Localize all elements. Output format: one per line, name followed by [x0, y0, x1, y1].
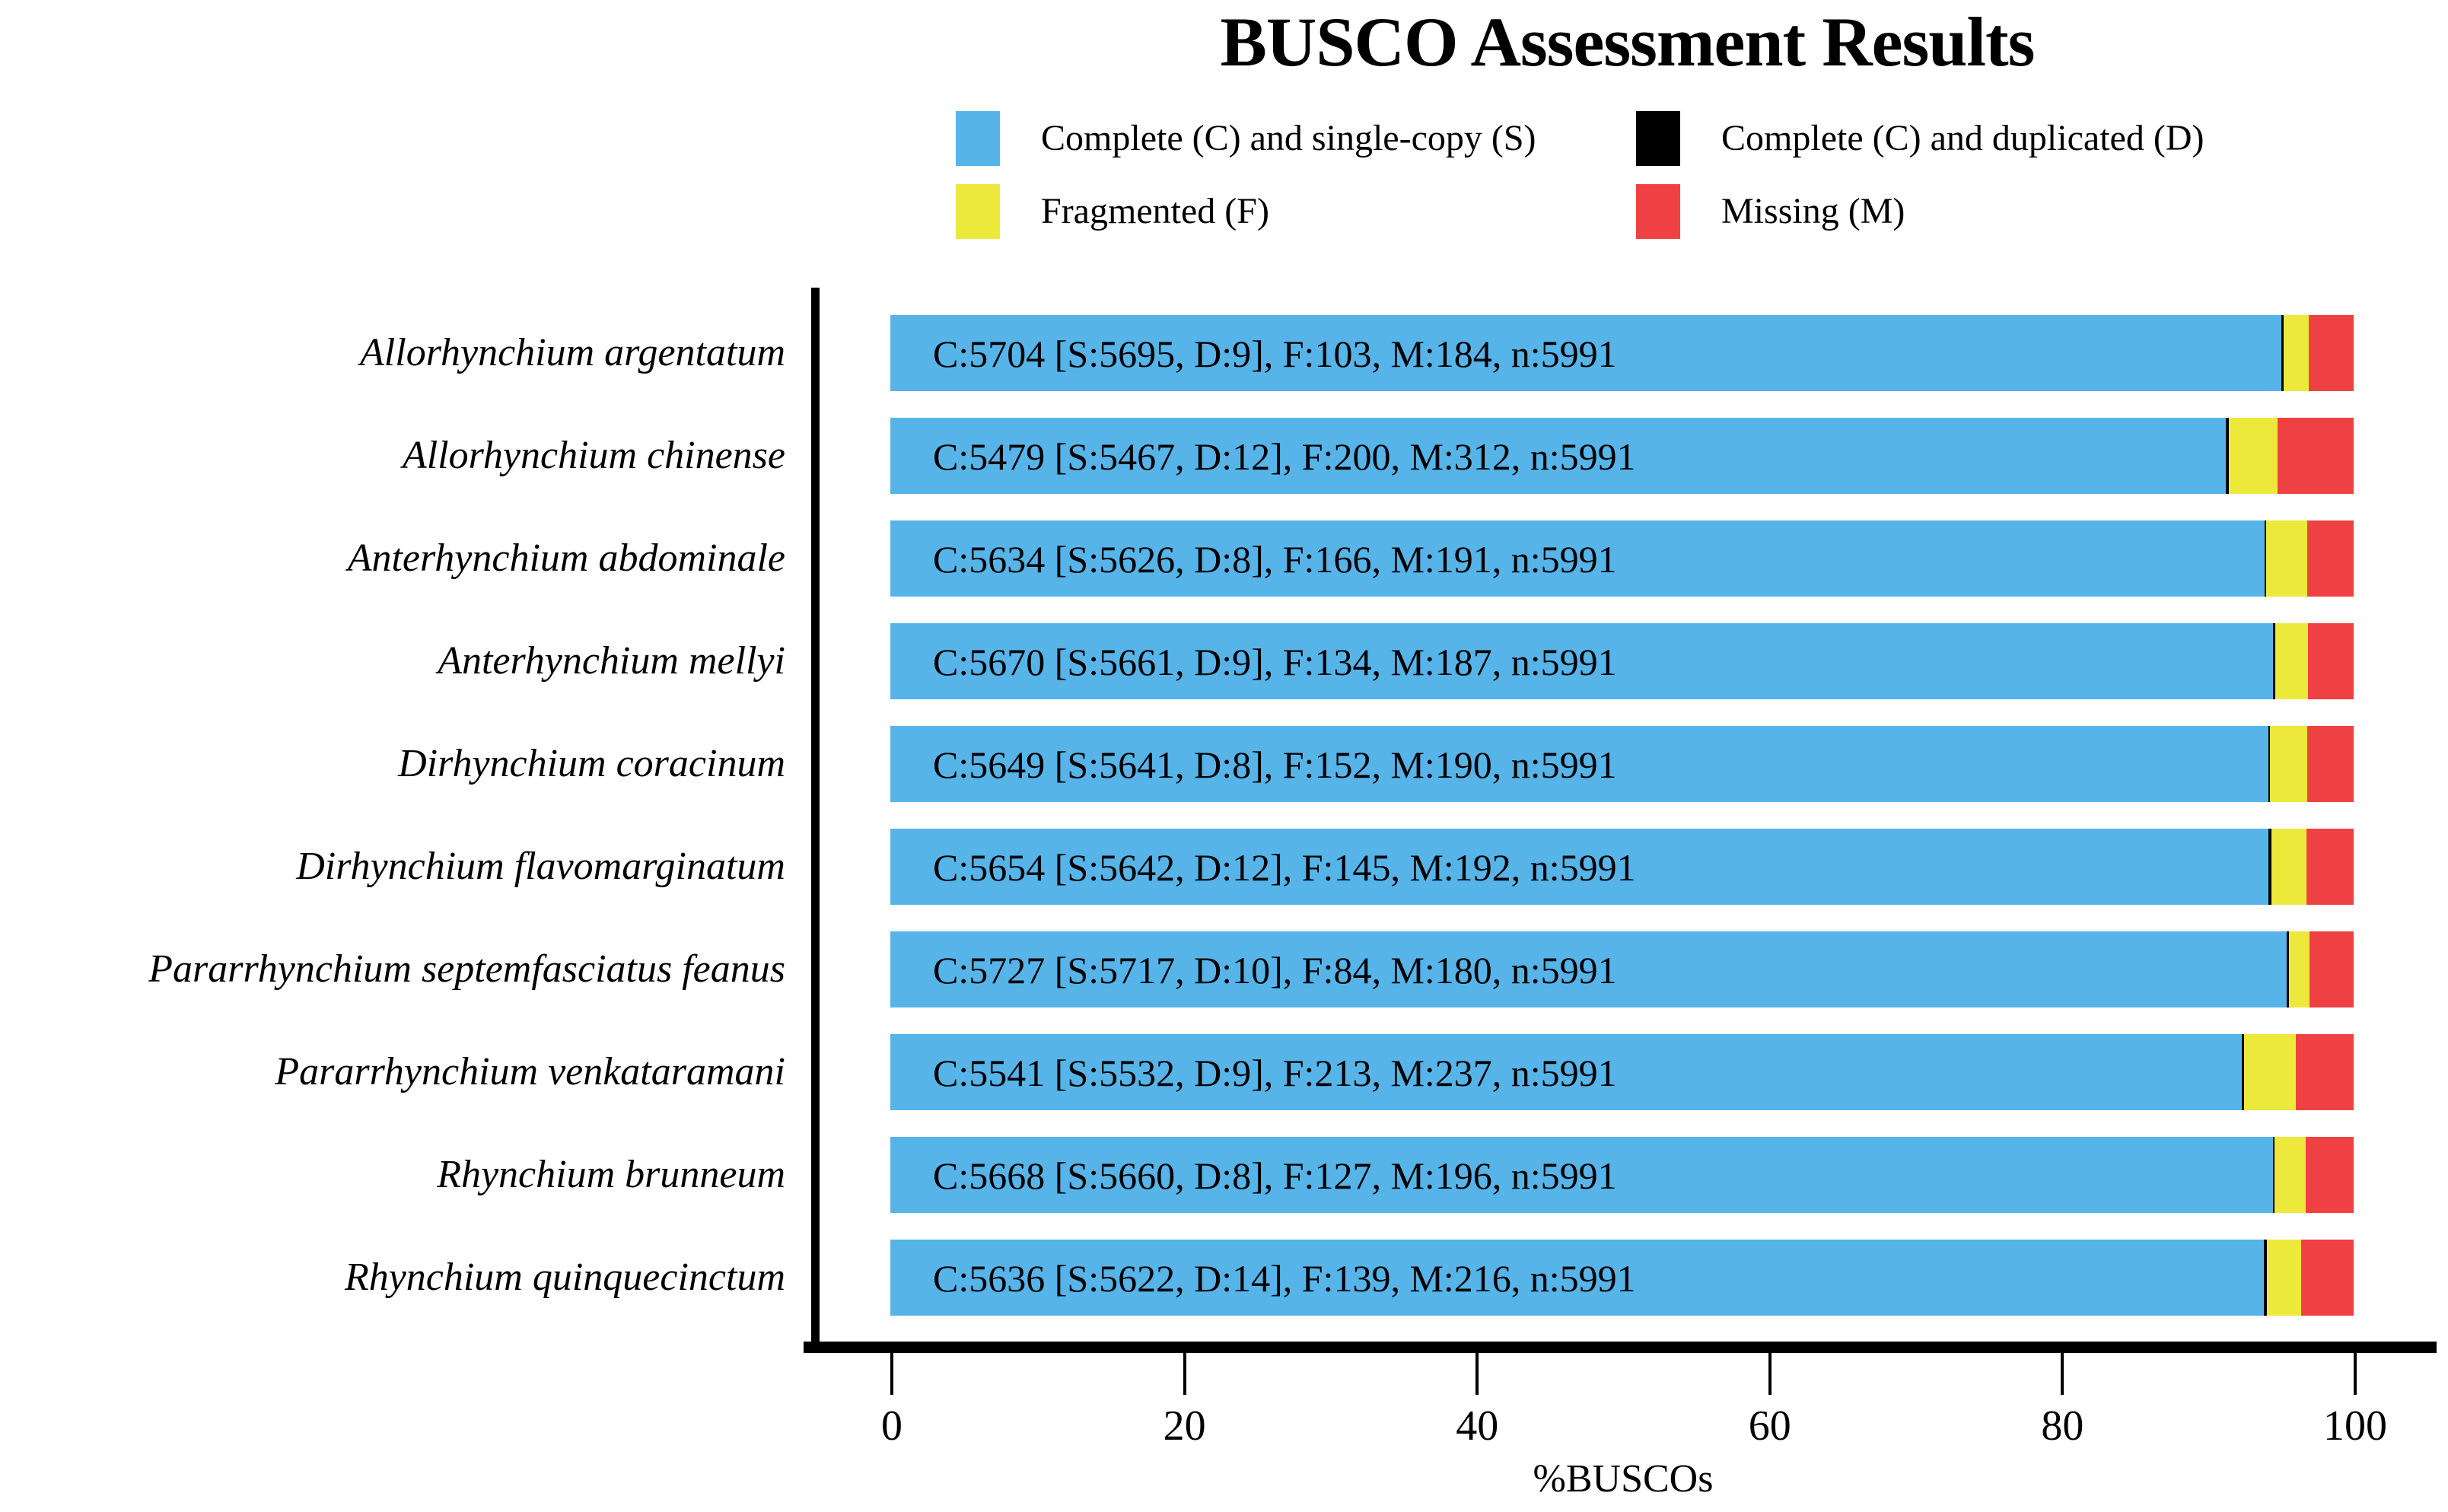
segment-complete-single	[890, 1137, 2273, 1213]
segment-fragmented	[2266, 520, 2307, 597]
x-tick-label: 80	[2041, 1402, 2084, 1450]
bar-row: C:5636 [S:5622, D:14], F:139, M:216, n:5…	[890, 1240, 2354, 1316]
segment-fragmented	[2270, 726, 2307, 802]
segment-fragmented	[2275, 1137, 2306, 1213]
x-tick	[890, 1353, 893, 1395]
bar-value-label: C:5668 [S:5660, D:8], F:127, M:196, n:59…	[933, 1154, 1617, 1197]
segment-missing	[2306, 1137, 2354, 1213]
bar-row: C:5649 [S:5641, D:8], F:152, M:190, n:59…	[890, 726, 2354, 802]
segment-missing	[2277, 418, 2354, 494]
segment-fragmented	[2243, 1034, 2296, 1110]
chart-title: BUSCO Assessment Results	[1220, 3, 2036, 81]
segment-fragmented	[2275, 623, 2308, 699]
segment-fragmented	[2228, 418, 2278, 494]
bar-value-label: C:5654 [S:5642, D:12], F:145, M:192, n:5…	[933, 846, 1636, 889]
x-axis-title: %BUSCOs	[1533, 1457, 1714, 1501]
y-axis-spine	[811, 288, 820, 1353]
species-label: Dirhynchium flavomarginatum	[296, 845, 785, 888]
bar-row: C:5479 [S:5467, D:12], F:200, M:312, n:5…	[890, 418, 2354, 494]
x-tick-label: 100	[2323, 1402, 2387, 1450]
segment-fragmented	[2271, 829, 2307, 905]
segment-complete-single	[890, 829, 2268, 905]
x-tick-label: 0	[881, 1402, 902, 1450]
segment-complete-duplicated	[2225, 418, 2230, 494]
bar-value-label: C:5727 [S:5717, D:10], F:84, M:180, n:59…	[933, 949, 1617, 992]
segment-fragmented	[2289, 931, 2310, 1007]
bar-row: C:5704 [S:5695, D:9], F:103, M:184, n:59…	[890, 315, 2354, 391]
legend-label: Fragmented (F)	[1041, 191, 1269, 231]
x-tick	[2354, 1353, 2357, 1395]
x-tick	[1475, 1353, 1479, 1395]
bar-value-label: C:5670 [S:5661, D:9], F:134, M:187, n:59…	[933, 641, 1617, 683]
segment-missing	[2295, 1034, 2354, 1110]
segment-missing	[2306, 520, 2354, 597]
bar-row: C:5634 [S:5626, D:8], F:166, M:191, n:59…	[890, 520, 2354, 597]
segment-complete-single	[890, 1240, 2264, 1316]
bar-row: C:5541 [S:5532, D:9], F:213, M:237, n:59…	[890, 1034, 2354, 1110]
x-axis-line	[804, 1342, 2437, 1353]
legend-swatch-missing	[1636, 184, 1680, 239]
bar-row: C:5668 [S:5660, D:8], F:127, M:196, n:59…	[890, 1137, 2354, 1213]
species-label: Dirhynchium coracinum	[398, 742, 785, 785]
species-label: Anterhynchium mellyi	[438, 639, 785, 683]
bar-value-label: C:5479 [S:5467, D:12], F:200, M:312, n:5…	[933, 435, 1636, 478]
species-label: Anterhynchium abdominale	[347, 536, 785, 580]
segment-complete-duplicated	[2268, 829, 2273, 905]
legend-label: Missing (M)	[1721, 191, 1905, 231]
bar-value-label: C:5634 [S:5626, D:8], F:166, M:191, n:59…	[933, 538, 1617, 581]
segment-complete-single	[890, 418, 2226, 494]
x-tick-label: 40	[1456, 1402, 1499, 1450]
segment-complete-single	[890, 315, 2281, 391]
segment-complete-duplicated	[2287, 931, 2292, 1007]
segment-complete-single	[890, 1034, 2242, 1110]
segment-missing	[2307, 726, 2354, 802]
x-tick-label: 60	[1748, 1402, 1791, 1450]
segment-complete-single	[890, 726, 2268, 802]
segment-fragmented	[2283, 315, 2309, 391]
x-tick-label: 20	[1163, 1402, 1206, 1450]
species-label: Pararrhynchium septemfasciatus feanus	[148, 947, 785, 991]
bar-row: C:5670 [S:5661, D:9], F:134, M:187, n:59…	[890, 623, 2354, 699]
bar-value-label: C:5649 [S:5641, D:8], F:152, M:190, n:59…	[933, 743, 1617, 786]
segment-missing	[2308, 315, 2354, 391]
bar-value-label: C:5541 [S:5532, D:9], F:213, M:237, n:59…	[933, 1052, 1617, 1094]
segment-missing	[2306, 829, 2354, 905]
bar-row: C:5727 [S:5717, D:10], F:84, M:180, n:59…	[890, 931, 2354, 1007]
legend-swatch-fragmented	[956, 184, 1000, 239]
segment-missing	[2300, 1240, 2354, 1316]
segment-missing	[2310, 931, 2354, 1007]
segment-complete-duplicated	[2263, 1240, 2268, 1316]
x-tick	[1183, 1353, 1186, 1395]
legend-swatch-complete_single	[956, 111, 1000, 166]
segment-complete-single	[890, 520, 2265, 597]
segment-complete-single	[890, 623, 2274, 699]
bar-value-label: C:5704 [S:5695, D:9], F:103, M:184, n:59…	[933, 333, 1617, 375]
species-label: Pararrhynchium venkataramani	[275, 1050, 785, 1093]
x-tick	[1768, 1353, 1772, 1395]
segment-fragmented	[2267, 1240, 2301, 1316]
x-tick	[2061, 1353, 2064, 1395]
segment-missing	[2307, 623, 2354, 699]
species-label: Allorhynchium chinense	[402, 434, 785, 477]
legend-swatch-complete_duplicated	[1636, 111, 1680, 166]
species-label: Rhynchium brunneum	[437, 1153, 785, 1196]
bar-value-label: C:5636 [S:5622, D:14], F:139, M:216, n:5…	[933, 1257, 1636, 1300]
legend-label: Complete (C) and single-copy (S)	[1041, 118, 1536, 158]
bar-row: C:5654 [S:5642, D:12], F:145, M:192, n:5…	[890, 829, 2354, 905]
species-label: Rhynchium quinquecinctum	[344, 1256, 785, 1299]
segment-complete-single	[890, 931, 2287, 1007]
legend-label: Complete (C) and duplicated (D)	[1721, 118, 2204, 158]
species-label: Allorhynchium argentatum	[360, 331, 785, 374]
